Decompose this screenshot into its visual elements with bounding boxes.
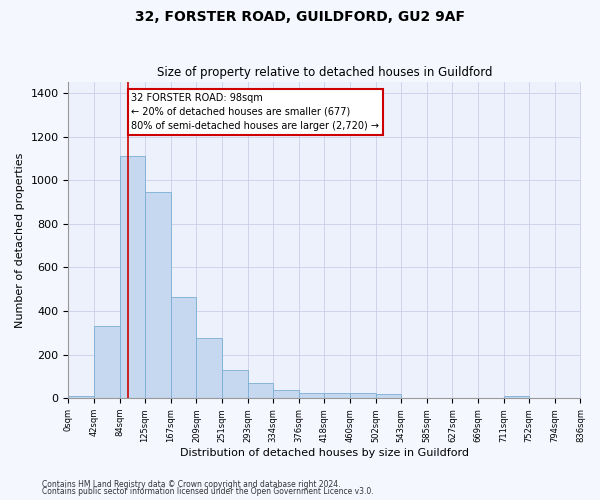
Title: Size of property relative to detached houses in Guildford: Size of property relative to detached ho…	[157, 66, 492, 80]
Bar	[145, 192, 170, 398]
Bar	[94, 326, 120, 398]
Text: 32 FORSTER ROAD: 98sqm
← 20% of detached houses are smaller (677)
80% of semi-de: 32 FORSTER ROAD: 98sqm ← 20% of detached…	[131, 93, 379, 131]
X-axis label: Distribution of detached houses by size in Guildford: Distribution of detached houses by size …	[180, 448, 469, 458]
Bar	[170, 298, 196, 398]
Bar	[68, 396, 94, 398]
Bar	[299, 394, 325, 398]
Text: Contains public sector information licensed under the Open Government Licence v3: Contains public sector information licen…	[42, 487, 374, 496]
Bar	[196, 338, 222, 398]
Y-axis label: Number of detached properties: Number of detached properties	[15, 152, 25, 328]
Bar	[504, 396, 529, 398]
Bar	[120, 156, 145, 398]
Text: Contains HM Land Registry data © Crown copyright and database right 2024.: Contains HM Land Registry data © Crown c…	[42, 480, 341, 489]
Bar	[325, 393, 350, 398]
Bar	[376, 394, 401, 398]
Bar	[248, 384, 273, 398]
Bar	[222, 370, 248, 398]
Bar	[273, 390, 299, 398]
Bar	[350, 393, 376, 398]
Text: 32, FORSTER ROAD, GUILDFORD, GU2 9AF: 32, FORSTER ROAD, GUILDFORD, GU2 9AF	[135, 10, 465, 24]
